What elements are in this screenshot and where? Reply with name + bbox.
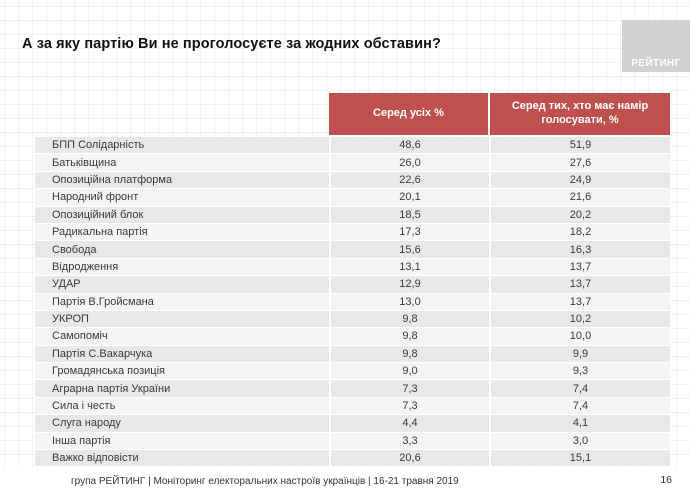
value-all-cell: 4,4 <box>329 415 489 432</box>
value-all-cell: 17,3 <box>329 223 489 241</box>
value-all-cell: 15,6 <box>329 241 489 258</box>
party-name-cell: Партія В.Гройсмана <box>52 295 154 308</box>
value-all-cell: 12,9 <box>329 276 489 293</box>
value-all-cell: 9,8 <box>329 310 489 328</box>
page-title: А за яку партію Ви не проголосуєте за жо… <box>22 36 441 52</box>
table-row: Свобода 15,6 16,3 <box>35 241 670 259</box>
table-row: Інша партія 3,3 3,0 <box>35 432 670 451</box>
table-row: Партія В.Гройсмана 13,0 13,7 <box>35 293 670 311</box>
party-name-cell: Громадянська позиція <box>52 365 166 378</box>
value-all-cell: 9,0 <box>329 363 489 380</box>
value-all-cell: 9,8 <box>329 345 489 363</box>
party-name-cell: Важко відповісти <box>52 452 139 465</box>
value-voters-cell: 16,3 <box>489 241 670 258</box>
value-all-cell: 26,0 <box>329 154 489 171</box>
table-row: Батьківщина 26,0 27,6 <box>35 154 670 172</box>
value-all-cell: 20,1 <box>329 189 489 206</box>
table-row: Партія С.Вакарчука 9,8 9,9 <box>35 345 670 364</box>
party-name-cell: Партія С.Вакарчука <box>52 347 153 360</box>
table-row: Радикальна партія 17,3 18,2 <box>35 223 670 242</box>
party-name-cell: Інша партія <box>52 434 111 447</box>
party-name-cell: Опозиційний блок <box>52 208 144 221</box>
party-name-cell: Слуга народу <box>52 417 121 430</box>
table-row: Відродження 13,1 13,7 <box>35 258 670 277</box>
value-voters-cell: 9,3 <box>489 363 670 380</box>
value-voters-cell: 13,7 <box>489 276 670 293</box>
party-name-cell: Самопоміч <box>52 330 108 343</box>
footer-band <box>0 468 690 493</box>
table-row: Аграрна партія України 7,3 7,4 <box>35 380 670 398</box>
rating-group-logo: РЕЙТИНГ <box>622 20 690 72</box>
table-row: УКРОП 9,8 10,2 <box>35 310 670 329</box>
value-all-cell: 22,6 <box>329 171 489 189</box>
table-row: БПП Солідарність 48,6 51,9 <box>35 137 670 155</box>
value-all-cell: 18,5 <box>329 206 489 223</box>
value-all-cell: 9,8 <box>329 328 489 345</box>
party-name-cell: Сила і честь <box>52 400 116 413</box>
table-row: Громадянська позиція 9,0 9,3 <box>35 363 670 381</box>
value-voters-cell: 20,2 <box>489 206 670 223</box>
table-row: Опозиційний блок 18,5 20,2 <box>35 206 670 224</box>
party-name-cell: Радикальна партія <box>52 226 148 239</box>
value-voters-cell: 7,4 <box>489 397 670 415</box>
value-voters-cell: 4,1 <box>489 415 670 432</box>
value-voters-cell: 7,4 <box>489 380 670 397</box>
source-caption: група РЕЙТИНГ | Моніторинг електоральних… <box>71 476 459 487</box>
value-voters-cell: 3,0 <box>489 432 670 450</box>
value-all-cell: 48,6 <box>329 137 489 154</box>
value-voters-cell: 10,0 <box>489 328 670 345</box>
value-voters-cell: 9,9 <box>489 345 670 363</box>
results-table-body: БПП Солідарність 48,6 51,9 Батьківщина 26,0 2… <box>35 137 670 468</box>
table-row: Важко відповісти 20,6 15,1 <box>35 450 670 468</box>
table-row: Сила і честь 7,3 7,4 <box>35 397 670 416</box>
value-all-cell: 13,0 <box>329 293 489 310</box>
table-row: Опозиційна платформа 22,6 24,9 <box>35 171 670 190</box>
table-row: Народний фронт 20,1 21,6 <box>35 189 670 207</box>
value-voters-cell: 24,9 <box>489 171 670 189</box>
table-row: Самопоміч 9,8 10,0 <box>35 328 670 346</box>
value-all-cell: 3,3 <box>329 432 489 450</box>
col-header-among-all: Серед усіх % <box>329 93 488 135</box>
rating-logo-label: РЕЙТИНГ <box>631 58 681 69</box>
value-voters-cell: 10,2 <box>489 310 670 328</box>
value-all-cell: 7,3 <box>329 380 489 397</box>
party-name-cell: УКРОП <box>52 313 89 326</box>
value-voters-cell: 51,9 <box>489 137 670 154</box>
table-row: Слуга народу 4,4 4,1 <box>35 415 670 433</box>
party-name-cell: Відродження <box>52 260 119 273</box>
party-name-cell: УДАР <box>52 278 81 291</box>
value-voters-cell: 13,7 <box>489 258 670 276</box>
table-row: УДАР 12,9 13,7 <box>35 276 670 294</box>
value-all-cell: 7,3 <box>329 397 489 415</box>
value-voters-cell: 27,6 <box>489 154 670 171</box>
value-voters-cell: 15,1 <box>489 450 670 467</box>
party-name-cell: Свобода <box>52 243 97 256</box>
page-number: 16 <box>660 474 672 486</box>
value-voters-cell: 21,6 <box>489 189 670 206</box>
value-all-cell: 13,1 <box>329 258 489 276</box>
party-name-cell: Батьківщина <box>52 156 117 169</box>
col-header-among-voters: Серед тих, хто має намір голосувати, % <box>490 93 670 135</box>
value-all-cell: 20,6 <box>329 450 489 467</box>
value-voters-cell: 13,7 <box>489 293 670 310</box>
party-name-cell: Опозиційна платформа <box>52 173 173 186</box>
party-name-cell: Аграрна партія України <box>52 382 171 395</box>
value-voters-cell: 18,2 <box>489 223 670 241</box>
party-name-cell: БПП Солідарність <box>52 139 145 152</box>
party-name-cell: Народний фронт <box>52 191 139 204</box>
